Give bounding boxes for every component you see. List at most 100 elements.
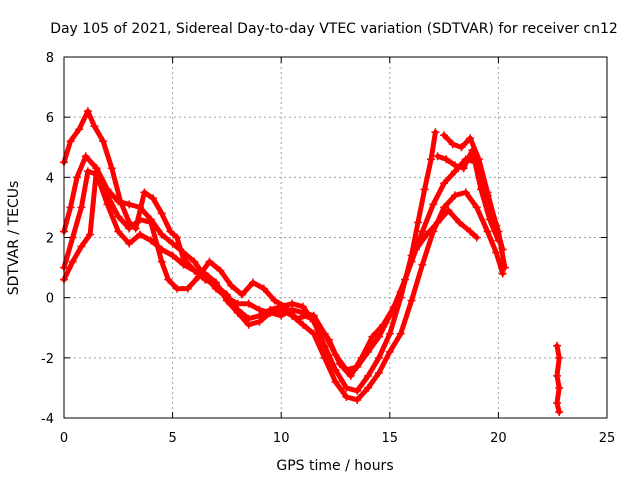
data-point-marker xyxy=(433,152,442,161)
data-point-marker xyxy=(157,209,166,218)
data-point-marker xyxy=(314,320,323,329)
data-point-marker xyxy=(346,371,355,380)
data-point-marker xyxy=(459,164,468,173)
y-tick-label: 2 xyxy=(46,232,54,247)
series-line xyxy=(61,153,508,373)
y-tick-label: 6 xyxy=(46,111,54,126)
data-point-marker xyxy=(212,284,221,293)
data-point-marker xyxy=(492,248,501,257)
data-point-marker xyxy=(183,284,192,293)
data-point-marker xyxy=(472,203,481,212)
data-point-marker xyxy=(270,296,279,305)
data-point-marker xyxy=(472,233,481,242)
data-point-marker xyxy=(440,131,449,140)
data-point-marker xyxy=(255,305,264,314)
data-point-marker xyxy=(414,218,423,227)
data-point-marker xyxy=(136,230,145,239)
data-point-marker xyxy=(149,194,158,203)
data-point-marker xyxy=(164,275,173,284)
x-axis-label: GPS time / hours xyxy=(276,458,393,474)
data-point-marker xyxy=(407,296,416,305)
data-point-marker xyxy=(244,320,253,329)
data-point-marker xyxy=(75,125,84,134)
data-point-marker xyxy=(461,188,470,197)
data-point-marker xyxy=(357,353,366,362)
data-point-marker xyxy=(483,227,492,236)
series-line xyxy=(61,165,480,379)
data-point-marker xyxy=(320,353,329,362)
data-point-marker xyxy=(303,311,312,320)
data-point-marker xyxy=(216,266,225,275)
data-point-marker xyxy=(92,164,101,173)
data-point-marker xyxy=(396,329,405,338)
data-point-marker xyxy=(205,257,214,266)
data-point-marker xyxy=(266,308,275,317)
data-point-marker xyxy=(157,257,166,266)
data-point-marker xyxy=(86,230,95,239)
data-point-marker xyxy=(500,263,509,272)
series-track-5 xyxy=(440,131,507,254)
data-point-marker xyxy=(292,314,301,323)
data-point-marker xyxy=(433,218,442,227)
y-tick-label: 0 xyxy=(46,292,54,307)
data-point-marker xyxy=(364,371,373,380)
x-tick-label: 20 xyxy=(490,431,507,446)
data-point-marker xyxy=(455,218,464,227)
data-point-marker xyxy=(468,146,477,155)
data-point-marker xyxy=(335,359,344,368)
y-tick-label: -4 xyxy=(41,412,54,427)
data-point-marker xyxy=(420,185,429,194)
data-point-marker xyxy=(450,191,459,200)
data-point-marker xyxy=(222,293,231,302)
data-point-marker xyxy=(136,203,145,212)
data-point-marker xyxy=(457,143,466,152)
data-point-marker xyxy=(553,398,562,407)
series-track-3 xyxy=(60,152,509,374)
data-point-marker xyxy=(190,257,199,266)
y-tick-label: 4 xyxy=(46,171,54,186)
x-tick-label: 15 xyxy=(382,431,399,446)
data-point-marker xyxy=(179,248,188,257)
data-point-marker xyxy=(190,266,199,275)
data-point-marker xyxy=(553,371,562,380)
data-point-marker xyxy=(77,242,86,251)
data-point-marker xyxy=(227,281,236,290)
axis-ticks: 0 5 10 15 20 25 -4 -2 0 2 4 6 8 xyxy=(41,51,615,446)
data-point-marker xyxy=(81,152,90,161)
data-point-marker xyxy=(103,191,112,200)
data-point-marker xyxy=(277,311,286,320)
data-point-marker xyxy=(368,332,377,341)
data-point-marker xyxy=(401,275,410,284)
data-point-marker xyxy=(385,329,394,338)
y-tick-label: -2 xyxy=(41,352,54,367)
data-point-marker xyxy=(136,215,145,224)
data-point-marker xyxy=(168,239,177,248)
data-point-marker xyxy=(485,215,494,224)
data-point-marker xyxy=(353,386,362,395)
series-line xyxy=(61,108,438,394)
data-point-marker xyxy=(146,218,155,227)
data-point-marker xyxy=(418,227,427,236)
data-point-marker xyxy=(179,260,188,269)
data-point-marker xyxy=(429,200,438,209)
series-track-6 xyxy=(433,146,503,245)
data-point-marker xyxy=(494,236,503,245)
data-point-marker xyxy=(466,134,475,143)
data-point-marker xyxy=(281,302,290,311)
data-point-marker xyxy=(498,269,507,278)
series-track-1 xyxy=(60,107,440,395)
x-tick-label: 25 xyxy=(599,431,616,446)
x-tick-label: 0 xyxy=(60,431,68,446)
data-point-marker xyxy=(374,368,383,377)
data-point-marker xyxy=(466,227,475,236)
data-point-marker xyxy=(324,335,333,344)
data-point-marker xyxy=(331,377,340,386)
data-point-marker xyxy=(114,197,123,206)
data-point-marker xyxy=(68,233,77,242)
data-point-marker xyxy=(244,299,253,308)
data-point-marker xyxy=(331,365,340,374)
data-point-marker xyxy=(483,188,492,197)
data-point-marker xyxy=(140,188,149,197)
data-point-marker xyxy=(172,233,181,242)
